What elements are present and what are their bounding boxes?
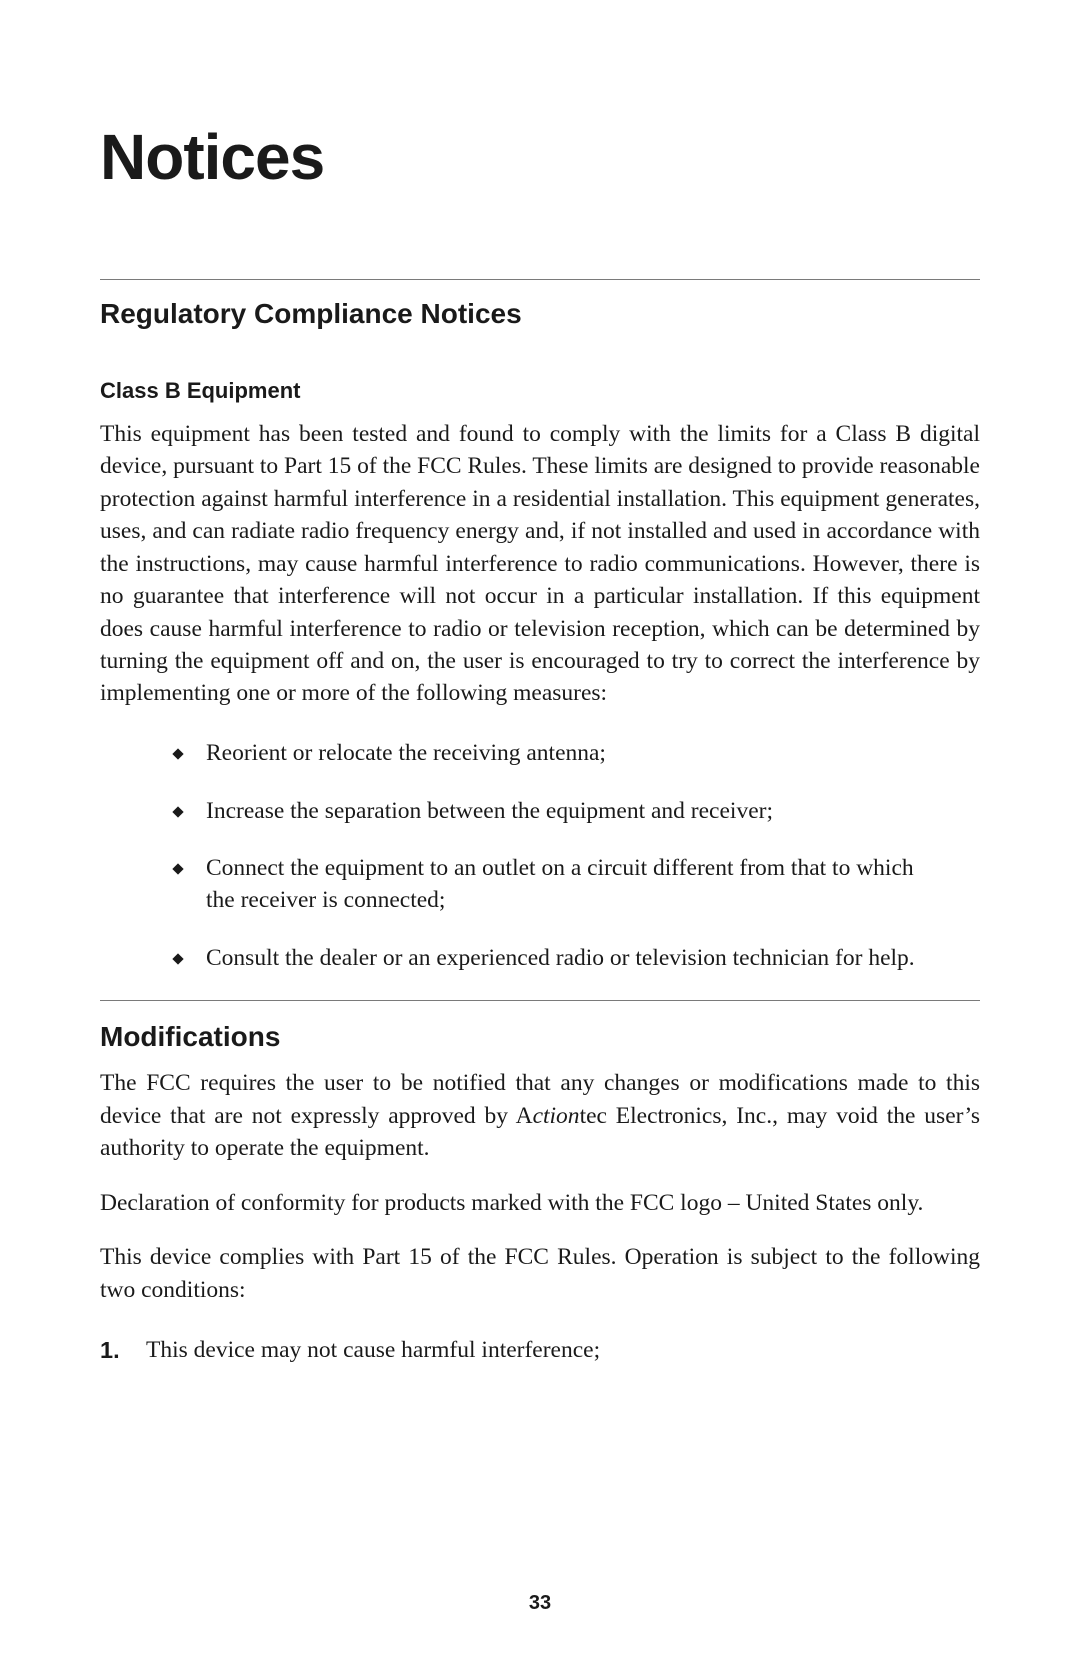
brand-actiontec-a: A: [516, 1103, 533, 1129]
body-paragraph: The FCC requires the user to be notified…: [100, 1067, 980, 1164]
list-item: Reorient or relocate the receiving anten…: [170, 738, 940, 770]
list-item: Increase the separation between the equi…: [170, 796, 940, 828]
list-item: 1. This device may not cause harmful int…: [100, 1334, 980, 1366]
body-paragraph: This equipment has been tested and found…: [100, 418, 980, 710]
list-item: Consult the dealer or an experienced rad…: [170, 943, 940, 975]
body-paragraph: This device complies with Part 15 of the…: [100, 1241, 980, 1306]
numbered-list: 1. This device may not cause harmful int…: [100, 1334, 980, 1366]
brand-actiontec-tec: tec Electronics, Inc.: [580, 1103, 773, 1129]
list-text: This device may not cause harmful interf…: [146, 1334, 600, 1366]
page-title: Notices: [100, 120, 980, 194]
body-paragraph: Declaration of conformity for products m…: [100, 1187, 980, 1219]
section-rule: [100, 279, 980, 280]
brand-actiontec-ction: ction: [533, 1103, 580, 1129]
section-heading-regulatory: Regulatory Compliance Notices: [100, 298, 980, 330]
document-page: Notices Regulatory Compliance Notices Cl…: [0, 0, 1080, 1669]
subheading-class-b: Class B Equipment: [100, 378, 980, 404]
bullet-list: Reorient or relocate the receiving anten…: [100, 738, 980, 975]
section-rule: [100, 1000, 980, 1001]
list-item: Connect the equipment to an outlet on a …: [170, 853, 940, 916]
page-number: 33: [0, 1592, 1080, 1615]
section-heading-modifications: Modifications: [100, 1021, 980, 1053]
list-number: 1.: [100, 1334, 146, 1366]
